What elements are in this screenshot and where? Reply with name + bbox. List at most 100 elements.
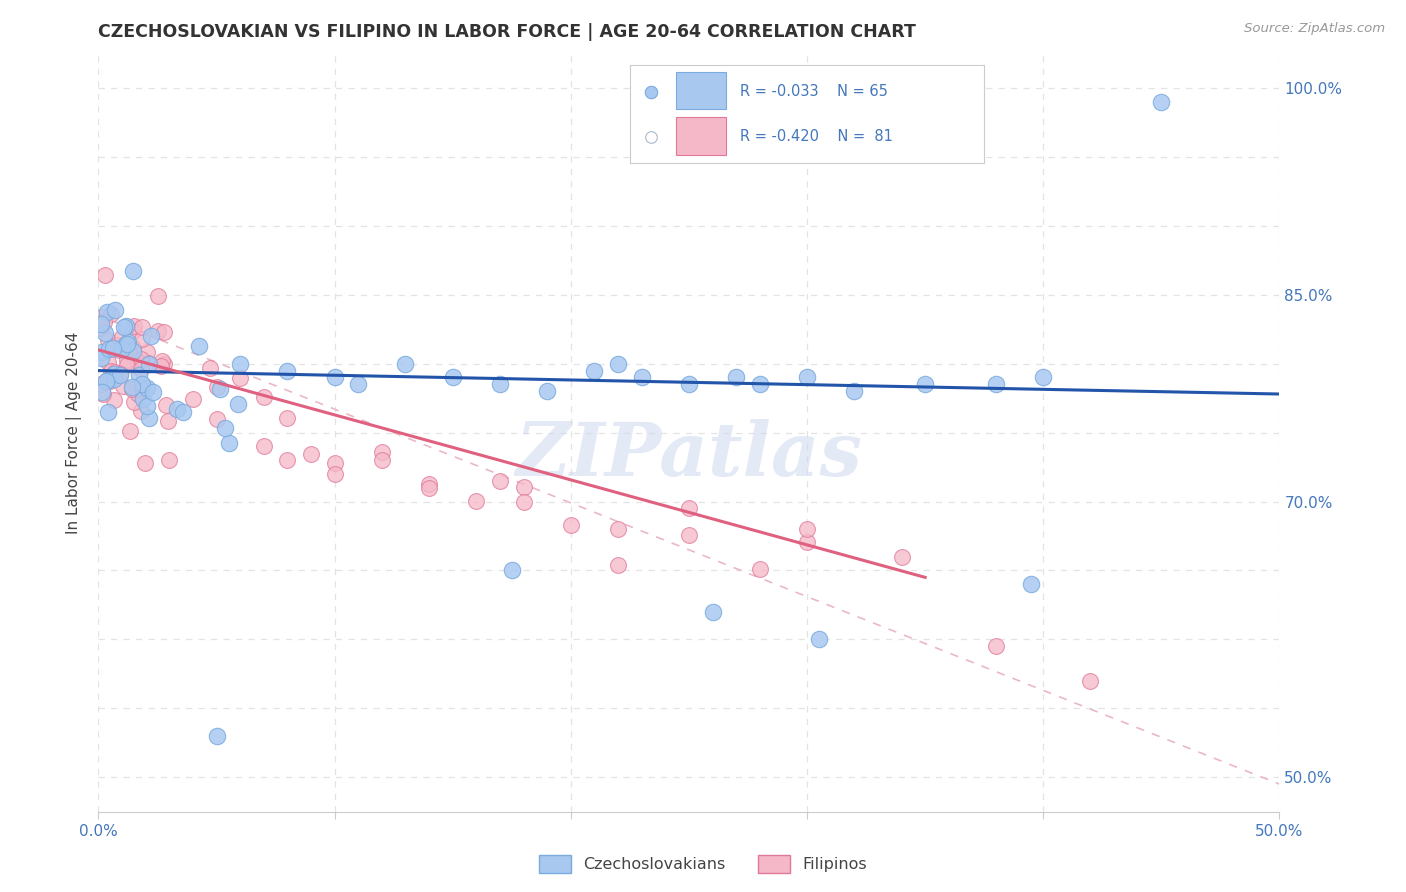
- Point: [131, 382, 153, 396]
- Point: [94, 268, 117, 282]
- Point: [323, 456, 346, 470]
- Point: [198, 360, 221, 375]
- Point: [112, 319, 135, 334]
- Point: [115, 358, 138, 372]
- Point: [630, 370, 652, 384]
- Point: [100, 307, 122, 321]
- Point: [104, 365, 127, 379]
- Point: [127, 386, 149, 401]
- Point: [153, 325, 176, 339]
- Point: [489, 474, 512, 488]
- Point: [139, 328, 162, 343]
- Point: [135, 400, 157, 414]
- Point: [501, 564, 523, 578]
- Point: [394, 357, 416, 371]
- Point: [607, 357, 630, 371]
- Point: [122, 341, 145, 355]
- Point: [103, 392, 125, 407]
- Point: [188, 339, 211, 353]
- Point: [796, 370, 818, 384]
- Point: [142, 384, 165, 399]
- Point: [108, 343, 131, 357]
- Point: [748, 377, 770, 392]
- Point: [146, 289, 169, 303]
- Point: [214, 421, 236, 435]
- Point: [118, 343, 141, 358]
- Point: [465, 493, 488, 508]
- Point: [560, 518, 582, 533]
- Point: [103, 367, 125, 381]
- Point: [796, 522, 818, 536]
- Point: [93, 315, 115, 329]
- Point: [131, 376, 153, 391]
- Point: [108, 367, 131, 381]
- Text: Source: ZipAtlas.com: Source: ZipAtlas.com: [1244, 22, 1385, 36]
- Point: [117, 353, 139, 368]
- Point: [138, 411, 160, 425]
- Point: [91, 310, 114, 324]
- Point: [418, 481, 440, 495]
- Point: [107, 367, 129, 381]
- Point: [418, 477, 440, 491]
- Point: [205, 380, 228, 394]
- Point: [98, 374, 121, 388]
- Point: [127, 359, 149, 373]
- Point: [129, 362, 152, 376]
- Point: [90, 321, 112, 335]
- Point: [90, 384, 112, 399]
- Point: [725, 370, 748, 384]
- Point: [678, 377, 700, 392]
- Point: [678, 501, 700, 516]
- Point: [94, 326, 117, 340]
- Legend: Czechoslovakians, Filipinos: Czechoslovakians, Filipinos: [533, 848, 873, 880]
- Point: [129, 404, 152, 418]
- Point: [122, 344, 145, 359]
- Point: [129, 351, 152, 366]
- Point: [1080, 673, 1102, 688]
- Point: [512, 494, 534, 508]
- Point: [91, 344, 114, 359]
- Point: [157, 453, 180, 467]
- Point: [299, 447, 322, 461]
- Point: [94, 374, 117, 388]
- Point: [844, 384, 866, 399]
- Point: [181, 392, 204, 406]
- Point: [110, 342, 132, 356]
- Point: [371, 453, 394, 467]
- Point: [131, 377, 153, 392]
- Point: [1032, 370, 1054, 384]
- Point: [984, 377, 1007, 392]
- Point: [229, 357, 252, 371]
- Point: [512, 479, 534, 493]
- Point: [607, 522, 630, 536]
- Point: [90, 317, 112, 331]
- Point: [97, 373, 120, 387]
- Point: [125, 353, 148, 368]
- Point: [984, 640, 1007, 654]
- Point: [914, 377, 936, 392]
- Point: [253, 390, 276, 404]
- Point: [276, 453, 298, 467]
- Point: [104, 302, 127, 317]
- Point: [253, 439, 276, 453]
- Point: [1150, 95, 1173, 109]
- Point: [100, 364, 122, 378]
- Point: [136, 381, 159, 395]
- Point: [131, 320, 153, 334]
- Point: [323, 467, 346, 481]
- Point: [276, 410, 298, 425]
- Point: [155, 398, 177, 412]
- Point: [796, 535, 818, 549]
- Point: [166, 402, 188, 417]
- Point: [148, 324, 170, 338]
- Y-axis label: In Labor Force | Age 20-64: In Labor Force | Age 20-64: [66, 332, 83, 533]
- Point: [172, 405, 194, 419]
- Point: [347, 377, 370, 392]
- Point: [96, 405, 118, 419]
- Point: [132, 392, 155, 406]
- Point: [607, 558, 630, 573]
- Point: [149, 359, 172, 373]
- Point: [114, 319, 136, 334]
- Point: [122, 395, 145, 409]
- Point: [114, 338, 136, 352]
